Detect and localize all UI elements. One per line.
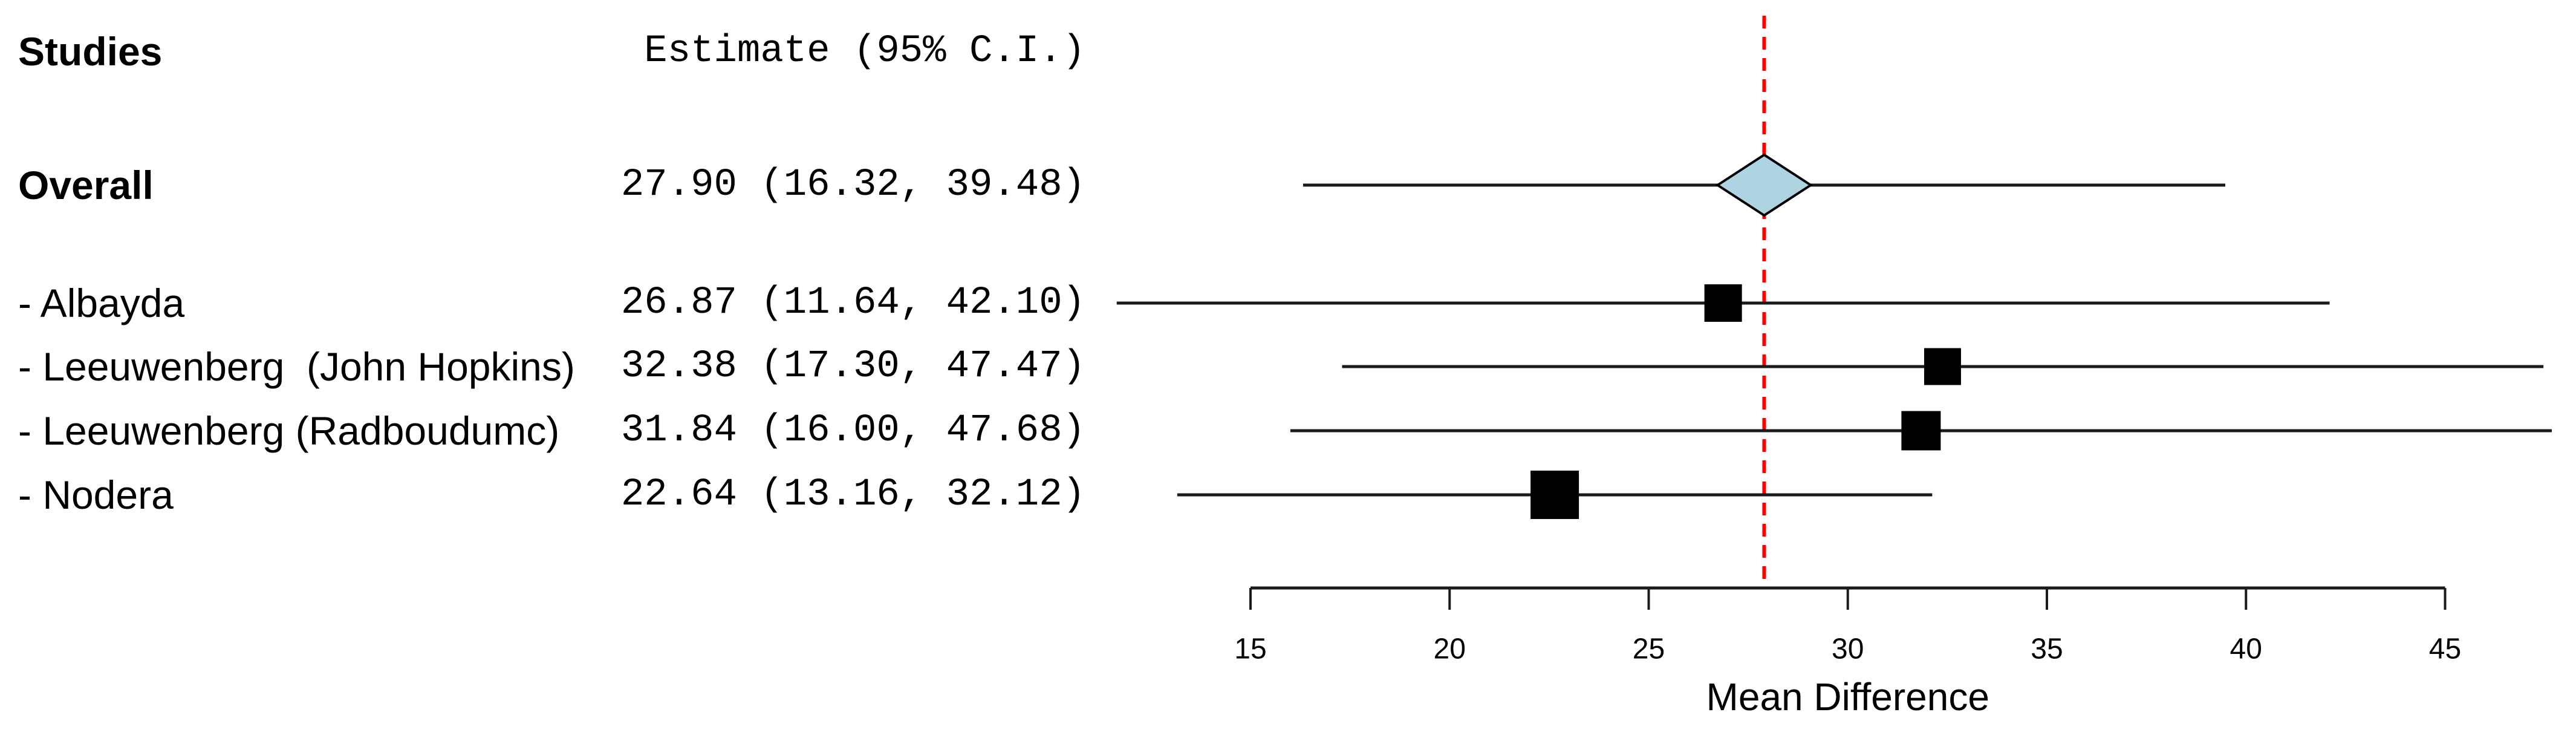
- x-axis-tick-label: 20: [1434, 633, 1466, 665]
- study-estimate-text: 26.87 (11.64, 42.10): [620, 281, 1085, 325]
- study-marker: [1924, 348, 1961, 385]
- study-marker: [1704, 284, 1742, 322]
- study-estimate-text: 31.84 (16.00, 47.68): [620, 409, 1085, 452]
- study-row-label: - Leeuwenberg (John Hopkins): [18, 344, 575, 389]
- studies-column-header: Studies: [18, 29, 163, 74]
- study-marker: [1901, 411, 1941, 451]
- overall-estimate-text: 27.90 (16.32, 39.48): [620, 163, 1085, 207]
- study-row-label: - Nodera: [18, 472, 174, 517]
- x-axis-tick-label: 30: [1832, 633, 1864, 665]
- x-axis-title: Mean Difference: [1706, 675, 1989, 719]
- study-estimate-text: 32.38 (17.30, 47.47): [620, 345, 1085, 388]
- overall-row-label: Overall: [18, 163, 154, 207]
- x-axis-tick-label: 45: [2429, 633, 2461, 665]
- study-row-label: - Albayda: [18, 281, 185, 325]
- x-axis-tick-label: 40: [2230, 633, 2262, 665]
- x-axis-tick-label: 15: [1234, 633, 1266, 665]
- study-estimate-text: 22.64 (13.16, 32.12): [620, 473, 1085, 517]
- study-row-label: - Leeuwenberg (Radboudumc): [18, 408, 560, 453]
- overall-diamond: [1715, 153, 1813, 217]
- study-marker: [1530, 471, 1579, 519]
- estimate-column-header: Estimate (95% C.I.): [644, 30, 1085, 73]
- x-axis-tick-label: 25: [1633, 633, 1665, 665]
- x-axis-tick-label: 35: [2031, 633, 2063, 665]
